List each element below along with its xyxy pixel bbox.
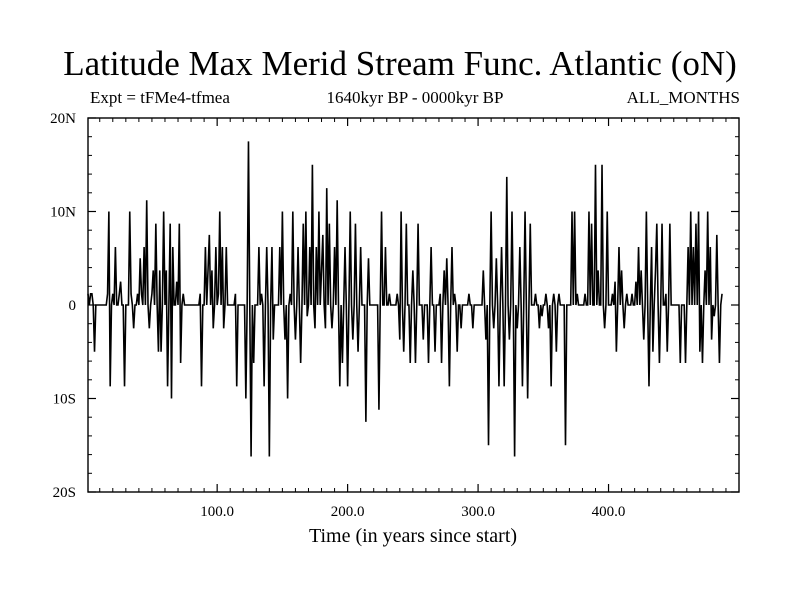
y-tick-label: 10S bbox=[53, 392, 76, 408]
time-range-label: 1640kyr BP - 0000kyr BP bbox=[326, 88, 504, 107]
experiment-label: Expt = tFMe4-tfmea bbox=[90, 88, 230, 107]
x-axis-title: Time (in years since start) bbox=[309, 525, 517, 547]
x-tick-label: 400.0 bbox=[592, 504, 626, 520]
series-line bbox=[87, 141, 723, 457]
x-tick-label: 200.0 bbox=[331, 504, 365, 520]
x-tick-label: 300.0 bbox=[461, 504, 495, 520]
plot-frame bbox=[87, 117, 740, 493]
y-tick-label: 0 bbox=[69, 298, 77, 314]
months-label: ALL_MONTHS bbox=[626, 88, 740, 107]
y-tick-label: 20S bbox=[53, 485, 76, 501]
y-tick-label: 20N bbox=[50, 111, 76, 127]
x-tick-label: 100.0 bbox=[200, 504, 234, 520]
labels-layer: 100.0 200.0 300.0 400.0 20S 10S 0 10N 20N bbox=[50, 111, 625, 520]
y-tick-label: 10N bbox=[50, 205, 76, 221]
chart-title: Latitude Max Merid Stream Func. Atlantic… bbox=[63, 44, 737, 83]
